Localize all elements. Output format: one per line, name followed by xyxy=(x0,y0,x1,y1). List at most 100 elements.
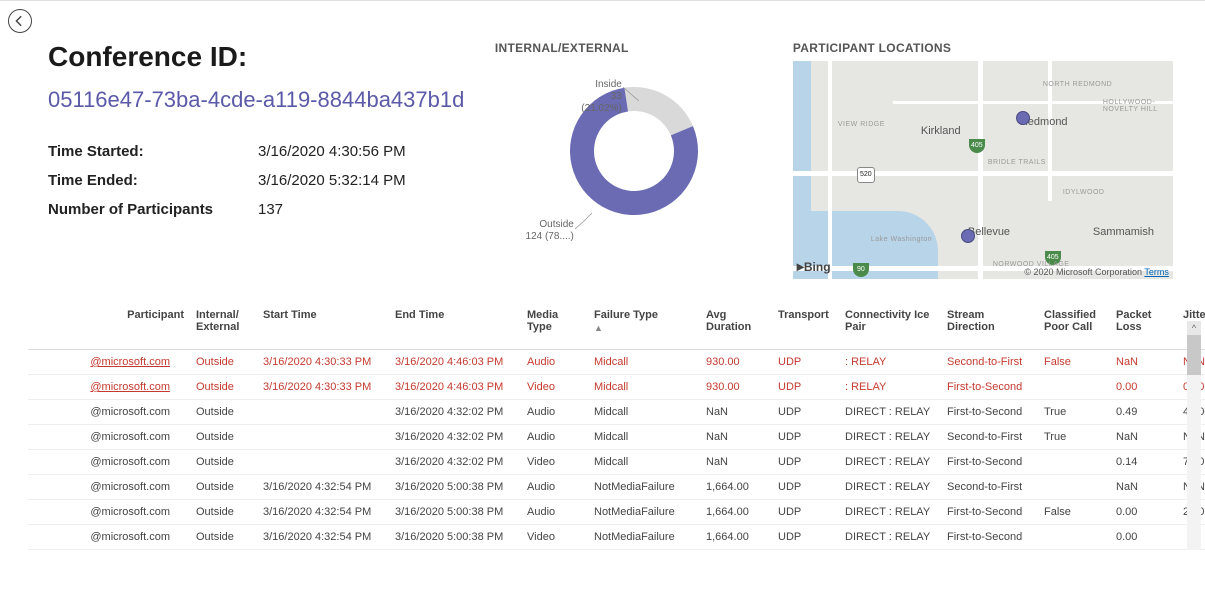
cell-participant: @microsoft.com xyxy=(28,450,190,475)
summary-section: Conference ID: 05116e47-73ba-4cde-a119-8… xyxy=(0,1,1205,279)
participant-count-value: 137 xyxy=(258,201,283,218)
table-row[interactable]: @microsoft.comOutside3/16/2020 4:30:33 P… xyxy=(28,375,1205,400)
scrollbar-thumb[interactable] xyxy=(1187,335,1201,375)
time-ended-label: Time Ended: xyxy=(48,172,258,189)
cell-pkt: 0.00 xyxy=(1110,500,1177,525)
column-header-end[interactable]: End Time xyxy=(389,305,521,350)
cell-dur: 1,664.00 xyxy=(700,500,772,525)
table-row[interactable]: @microsoft.comOutside 3/16/2020 4:32:02 P… xyxy=(28,450,1205,475)
cell-conn: DIRECT : RELAY xyxy=(839,425,941,450)
cell-pkt: 0.00 xyxy=(1110,375,1177,400)
cell-end: 3/16/2020 4:32:02 PM xyxy=(389,425,521,450)
cell-intext: Outside xyxy=(190,450,257,475)
column-header-fail[interactable]: Failure Type▲ xyxy=(588,305,700,350)
city-label: Kirkland xyxy=(921,125,961,137)
cell-pkt: 0.00 xyxy=(1110,525,1177,550)
cell-start xyxy=(257,450,389,475)
cell-participant: @microsoft.com xyxy=(28,525,190,550)
cell-media: Audio xyxy=(521,475,588,500)
column-header-stream[interactable]: Stream Direction xyxy=(941,305,1038,350)
cell-stream: First-to-Second xyxy=(941,375,1038,400)
cell-class xyxy=(1038,375,1110,400)
table-row[interactable]: @microsoft.comOutside3/16/2020 4:32:02 P… xyxy=(28,400,1205,425)
cell-stream: Second-to-First xyxy=(941,475,1038,500)
cell-dur: 930.00 xyxy=(700,375,772,400)
cell-end: 3/16/2020 4:32:02 PM xyxy=(389,450,521,475)
column-header-media[interactable]: Media Type xyxy=(521,305,588,350)
cell-media: Video xyxy=(521,450,588,475)
cell-pkt: 0.14 xyxy=(1110,450,1177,475)
scroll-up-arrow[interactable]: ^ xyxy=(1187,321,1201,335)
back-button[interactable] xyxy=(8,9,32,33)
cell-conn: DIRECT : RELAY xyxy=(839,400,941,425)
cell-conn: DIRECT : RELAY xyxy=(839,525,941,550)
inside-sub: 33 (21.02%) xyxy=(581,91,622,114)
cell-start xyxy=(257,400,389,425)
cell-class xyxy=(1038,475,1110,500)
column-header-intext[interactable]: Internal/External xyxy=(190,305,257,350)
inside-label: Inside xyxy=(595,79,622,90)
cell-dur: NaN xyxy=(700,450,772,475)
participant-locations: PARTICIPANT LOCATIONS 520 90 405 405 ▸Bi… xyxy=(793,41,1185,279)
cell-class: True xyxy=(1038,400,1110,425)
conference-info: Conference ID: 05116e47-73ba-4cde-a119-8… xyxy=(48,41,475,279)
table-scrollbar[interactable]: ^ xyxy=(1187,335,1201,550)
cell-conn: : RELAY xyxy=(839,350,941,375)
cell-dur: 930.00 xyxy=(700,350,772,375)
city-label: BRIDLE TRAILS xyxy=(988,159,1046,166)
conference-id-value: 05116e47-73ba-4cde-a119-8844ba437b1d xyxy=(48,87,475,113)
cell-media: Audio xyxy=(521,350,588,375)
cell-trans: UDP xyxy=(772,450,839,475)
cell-participant: @microsoft.com xyxy=(28,475,190,500)
column-header-pkt[interactable]: Packet Loss xyxy=(1110,305,1177,350)
cell-end: 3/16/2020 4:46:03 PM xyxy=(389,350,521,375)
table-row[interactable]: @microsoft.comOutside3/16/2020 4:32:02 P… xyxy=(28,425,1205,450)
city-label: Lake Washington xyxy=(871,236,932,243)
column-header-conn[interactable]: Connectivity Ice Pair xyxy=(839,305,941,350)
cell-stream: Second-to-First xyxy=(941,425,1038,450)
table-row[interactable]: @microsoft.comOutside3/16/2020 4:32:54 P… xyxy=(28,500,1205,525)
location-marker[interactable] xyxy=(1016,111,1030,125)
chart-title: INTERNAL/EXTERNAL xyxy=(495,41,773,55)
cell-media: Audio xyxy=(521,425,588,450)
cell-class xyxy=(1038,525,1110,550)
city-label: IDYLWOOD xyxy=(1063,189,1105,196)
map-widget[interactable]: 520 90 405 405 ▸Bing © 2020 Microsoft Co… xyxy=(793,61,1173,279)
cell-intext: Outside xyxy=(190,525,257,550)
cell-trans: UDP xyxy=(772,500,839,525)
cell-class: False xyxy=(1038,350,1110,375)
cell-stream: First-to-Second xyxy=(941,400,1038,425)
column-header-class[interactable]: Classified Poor Call xyxy=(1038,305,1110,350)
cell-start: 3/16/2020 4:32:54 PM xyxy=(257,475,389,500)
bing-logo: ▸Bing xyxy=(797,258,831,275)
column-header-start[interactable]: Start Time xyxy=(257,305,389,350)
cell-participant: @microsoft.com xyxy=(28,375,190,400)
cell-intext: Outside xyxy=(190,350,257,375)
internal-external-chart: INTERNAL/EXTERNAL Inside 33 (21.02%) Out… xyxy=(495,41,773,279)
cell-class: True xyxy=(1038,425,1110,450)
column-header-participant[interactable]: Participant xyxy=(28,305,190,350)
cell-conn: DIRECT : RELAY xyxy=(839,450,941,475)
table-row[interactable]: @microsoft.comOutside3/16/2020 4:30:33 P… xyxy=(28,350,1205,375)
cell-intext: Outside xyxy=(190,400,257,425)
terms-link[interactable]: Terms xyxy=(1144,267,1169,277)
map-title: PARTICIPANT LOCATIONS xyxy=(793,41,1185,55)
column-header-dur[interactable]: Avg Duration xyxy=(700,305,772,350)
table-row[interactable]: @microsoft.comOutside3/16/2020 4:32:54 P… xyxy=(28,525,1205,550)
city-label: HOLLYWOOD-NOVELTY HILL xyxy=(1103,99,1173,113)
cell-class: False xyxy=(1038,500,1110,525)
table-row[interactable]: @microsoft.comOutside3/16/2020 4:32:54 P… xyxy=(28,475,1205,500)
cell-trans: UDP xyxy=(772,475,839,500)
location-marker[interactable] xyxy=(961,229,975,243)
time-ended-value: 3/16/2020 5:32:14 PM xyxy=(258,172,406,189)
cell-stream: First-to-Second xyxy=(941,525,1038,550)
cell-start xyxy=(257,425,389,450)
donut-chart[interactable]: Inside 33 (21.02%) Outside 124 (78....) xyxy=(514,61,754,261)
city-label: Sammamish xyxy=(1093,226,1154,238)
column-header-trans[interactable]: Transport xyxy=(772,305,839,350)
cell-trans: UDP xyxy=(772,425,839,450)
cell-pkt: NaN xyxy=(1110,475,1177,500)
cell-end: 3/16/2020 5:00:38 PM xyxy=(389,475,521,500)
cell-conn: DIRECT : RELAY xyxy=(839,475,941,500)
cell-media: Audio xyxy=(521,400,588,425)
